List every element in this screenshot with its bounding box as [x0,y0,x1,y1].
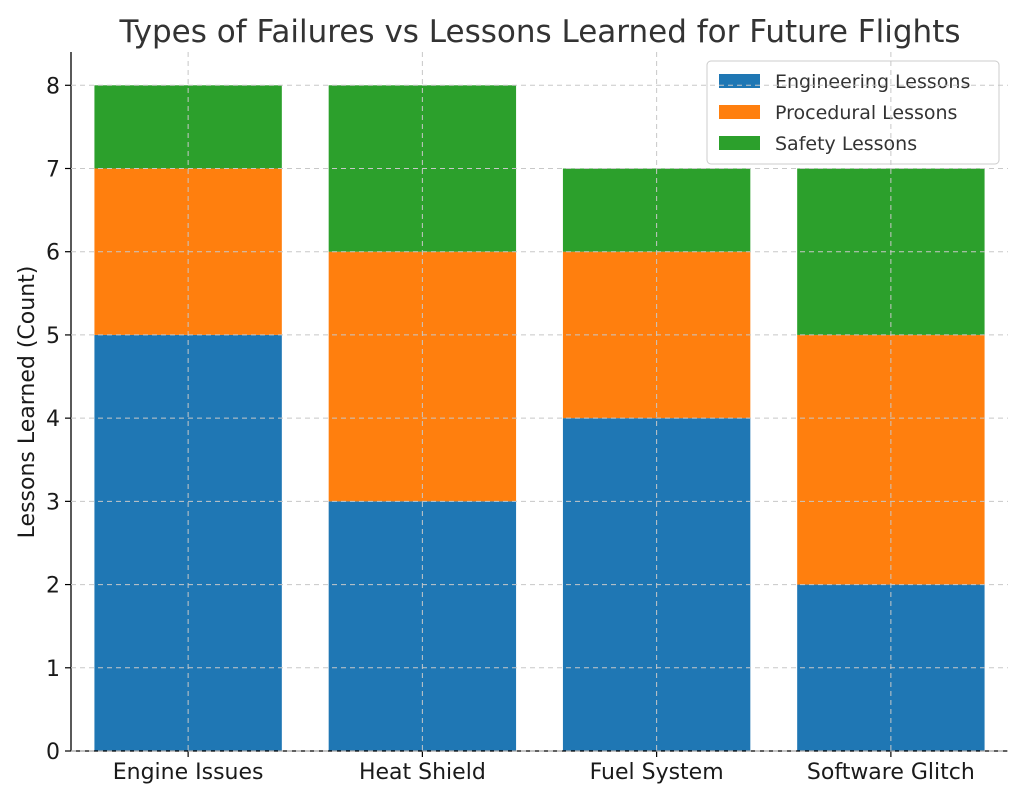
x-tick-label: Heat Shield [359,760,486,785]
y-tick-label: 2 [46,574,60,599]
y-tick-label: 6 [46,241,60,266]
legend-label: Engineering Lessons [775,71,970,93]
axes: 0 1 2 3 4 5 6 7 8 Engine Issues Heat Shield Fuel Sy… [46,52,1008,785]
legend-swatch-safety-lessons [719,136,760,150]
y-tick-label: 7 [46,158,60,183]
y-axis-label: Lessons Learned (Count) [15,266,40,539]
legend-swatch-engineering-lessons [719,74,760,88]
chart-title: Types of Failures vs Lessons Learned for… [119,14,961,50]
y-tick-label: 3 [46,490,60,515]
legend-label: Safety Lessons [775,133,917,155]
y-tick-label: 1 [46,657,60,682]
legend-box [706,60,1000,165]
legend-swatch-procedural-lessons [719,105,760,119]
x-tick-label: Fuel System [590,760,724,785]
y-tick-label: 8 [46,74,60,99]
x-tick-label: Engine Issues [113,760,264,785]
legend-label: Procedural Lessons [775,102,957,124]
y-tick-label: 0 [46,740,60,765]
y-tick-label: 4 [46,407,60,432]
legend: Engineering Lessons Procedural Lessons Saf… [706,60,1000,165]
y-tick-label: 5 [46,324,60,349]
grid [71,52,1008,752]
x-tick-label: Software Glitch [807,760,975,785]
